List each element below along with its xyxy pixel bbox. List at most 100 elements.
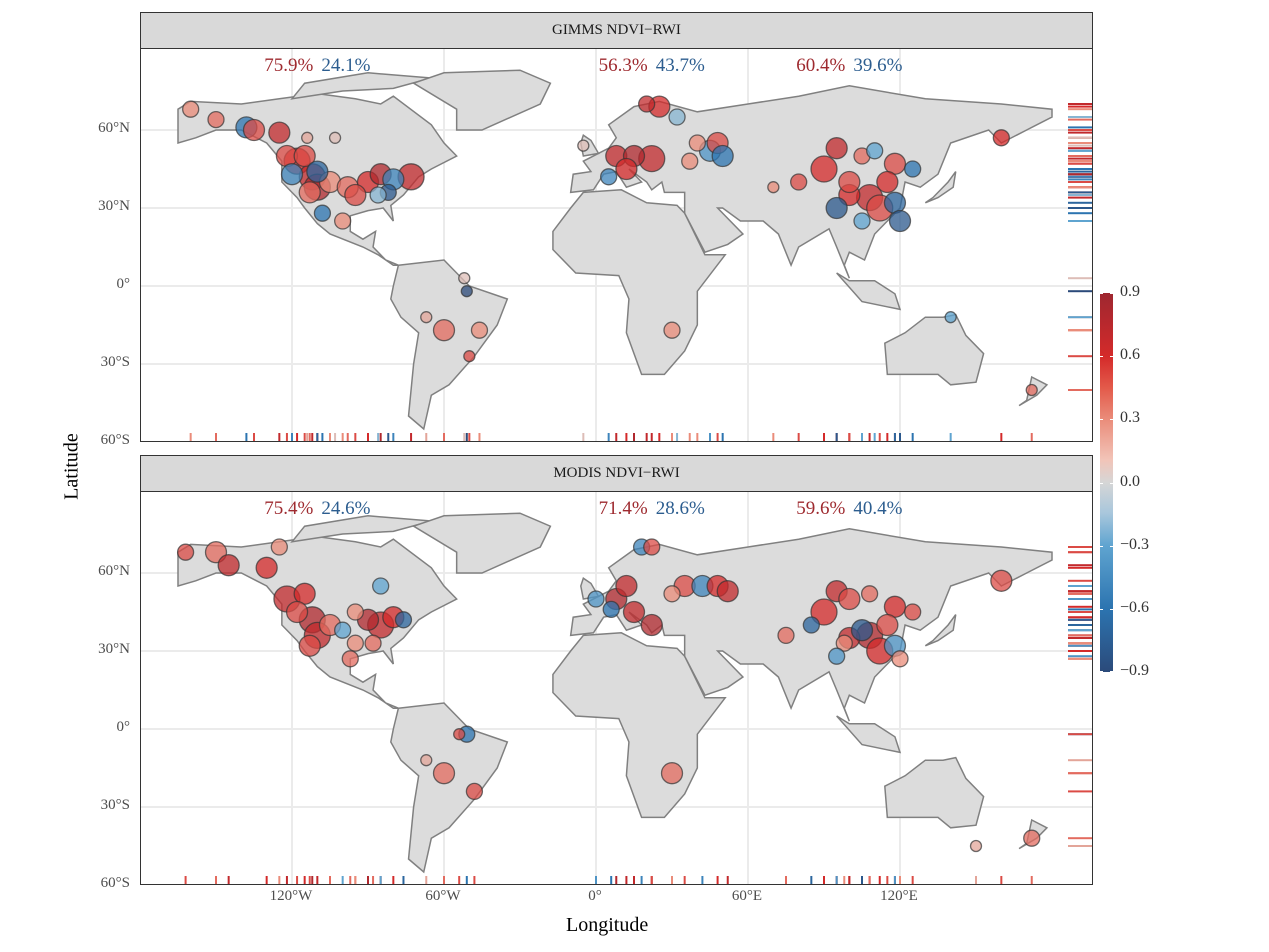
rug-mark-lat xyxy=(1068,168,1092,170)
rug-mark-lon xyxy=(463,433,466,441)
rug-mark-lon xyxy=(899,433,901,441)
rug-mark-lat xyxy=(1068,624,1092,626)
rug-mark-lon xyxy=(607,433,610,441)
rug-mark-lon xyxy=(468,433,471,441)
rug-mark-lat xyxy=(1068,142,1092,144)
rug-mark-lon xyxy=(650,433,653,441)
rug-mark-lon xyxy=(465,876,468,884)
rug-mark-lon xyxy=(308,876,311,884)
rug-mark-lat xyxy=(1068,650,1092,652)
y-tick-label: 0° xyxy=(116,276,131,292)
rug-mark-lon xyxy=(425,433,428,441)
rug-mark-lat xyxy=(1068,194,1092,196)
rug-mark-lon xyxy=(253,433,255,441)
rug-mark-lon xyxy=(696,433,699,441)
rug-mark-lon xyxy=(379,433,382,441)
site-point xyxy=(293,144,316,168)
y-tick-label: 30°N xyxy=(98,641,130,657)
y-tick-label: 60°S xyxy=(100,875,130,891)
site-point xyxy=(465,782,484,801)
rug-mark-lon xyxy=(595,876,597,884)
site-point xyxy=(638,95,656,113)
landmass-south-america xyxy=(390,259,509,431)
rug-mark-lat xyxy=(1068,611,1092,613)
rug-mark-lon xyxy=(478,433,481,441)
rug-mark-lon xyxy=(640,876,643,884)
rug-mark-lat xyxy=(1068,178,1092,181)
site-point xyxy=(1023,829,1041,847)
rug-mark-lat xyxy=(1068,129,1092,131)
percent-positive: 75.4% xyxy=(264,498,313,519)
rug-mark-lat xyxy=(1068,551,1092,554)
rug-mark-lon xyxy=(861,876,863,884)
landmass-eurasia xyxy=(569,85,1053,279)
rug-mark-lon xyxy=(823,433,825,441)
rug-mark-lon xyxy=(683,876,686,884)
site-point xyxy=(668,108,686,126)
rug-mark-lon xyxy=(296,433,299,441)
rug-mark-lon xyxy=(329,433,331,441)
site-point xyxy=(810,598,838,626)
x-tick-label: 120°W xyxy=(269,888,313,904)
rug-mark-lon xyxy=(349,876,352,884)
rug-mark-lat xyxy=(1068,837,1092,840)
rug-mark-lon xyxy=(610,876,613,884)
rug-mark-lon xyxy=(311,433,314,441)
rug-mark-lon xyxy=(311,876,314,884)
rug-mark-lat xyxy=(1068,144,1092,147)
site-point xyxy=(663,585,681,603)
rug-mark-lon xyxy=(308,433,311,441)
rug-mark-lat xyxy=(1068,733,1092,736)
rug-mark-lat xyxy=(1068,207,1092,209)
rug-mark-lon xyxy=(810,876,813,884)
site-point xyxy=(298,181,321,204)
rug-mark-lon xyxy=(1000,876,1003,884)
site-point xyxy=(298,634,321,657)
percent-positive: 71.4% xyxy=(599,498,648,519)
landmass-indonesia xyxy=(836,272,902,311)
rug-mark-lon xyxy=(306,433,309,441)
site-point xyxy=(615,157,638,181)
panel-gimms: GIMMS NDVI−RWI 75.9% 24.1% 56.3% 43.7% 60.4%… xyxy=(140,12,1093,442)
rug-mark-lat xyxy=(1068,212,1092,215)
site-point xyxy=(420,754,433,767)
rug-mark-lon xyxy=(329,876,331,884)
x-tick-label: 120°E xyxy=(880,888,918,904)
site-point xyxy=(602,600,620,619)
rug-mark-lon xyxy=(911,433,914,441)
rug-mark-lon xyxy=(372,876,375,884)
rug-mark-lat xyxy=(1068,618,1092,621)
rug-mark-lat xyxy=(1068,389,1092,391)
site-point xyxy=(688,134,706,152)
site-point xyxy=(850,619,874,642)
site-point xyxy=(660,762,684,785)
colorbar xyxy=(1100,293,1113,672)
rug-mark-lon xyxy=(377,433,380,441)
rug-mark-lon xyxy=(868,876,871,884)
rug-mark-lon xyxy=(316,433,319,441)
rug-mark-lon xyxy=(392,876,395,884)
rug-mark-lat xyxy=(1068,644,1092,647)
site-point xyxy=(313,204,332,222)
rug-mark-lat xyxy=(1068,772,1092,775)
site-point xyxy=(600,168,618,186)
rug-mark-lon xyxy=(785,876,787,884)
rug-mark-lat xyxy=(1068,157,1092,160)
rug-mark-lat xyxy=(1068,329,1092,332)
rug-mark-lat xyxy=(1068,316,1092,319)
site-point xyxy=(346,634,364,652)
site-point xyxy=(301,131,314,144)
rug-mark-lon xyxy=(633,876,635,884)
rug-mark-lat xyxy=(1068,181,1092,183)
site-point xyxy=(420,311,433,324)
rug-mark-lon xyxy=(893,876,896,884)
y-tick-label: 30°S xyxy=(100,354,130,370)
rug-mark-lat xyxy=(1068,546,1092,548)
colorbar-tick xyxy=(1100,293,1113,294)
landmass-greenland xyxy=(411,512,552,574)
site-point xyxy=(369,186,387,204)
percent-negative: 40.4% xyxy=(853,498,902,519)
rug-mark-lat xyxy=(1068,147,1092,150)
site-point xyxy=(280,163,304,186)
